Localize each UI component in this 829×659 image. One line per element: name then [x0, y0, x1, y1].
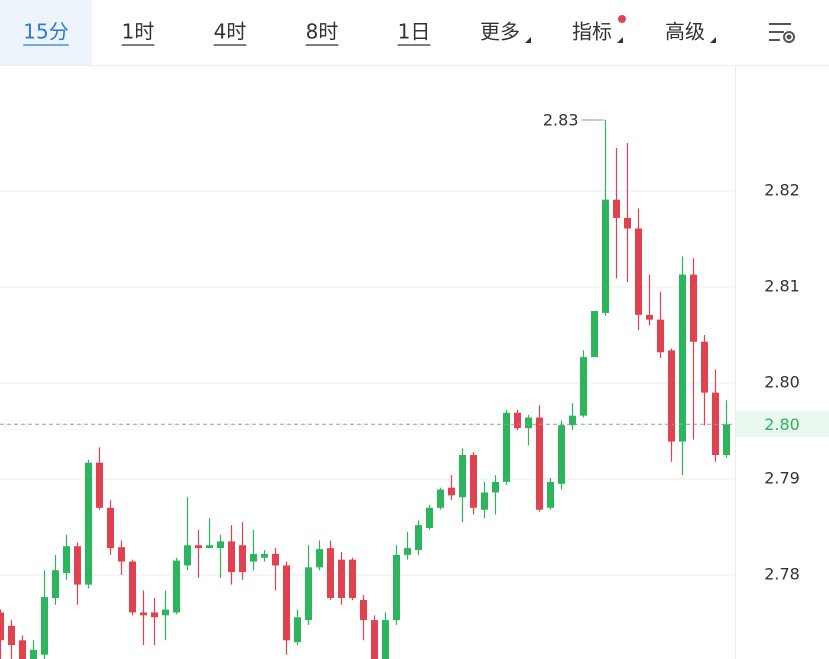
candle-body	[415, 525, 422, 551]
dropdown-triangle	[525, 37, 531, 43]
candle-body	[404, 548, 411, 555]
tab[interactable]: 8时	[306, 20, 339, 44]
candle-body	[151, 612, 158, 618]
tab-bar: 15分 1时 4时 8时 1日 更多 指标 高级	[23, 15, 716, 46]
candle-body	[107, 507, 114, 549]
candle-body	[657, 319, 664, 353]
candle-body	[635, 228, 642, 315]
dropdown-triangle	[617, 37, 623, 43]
candle-body	[52, 570, 59, 599]
candle-body	[547, 481, 554, 508]
candle-body	[382, 620, 389, 659]
candle-body	[492, 481, 499, 493]
candle-body	[371, 620, 378, 659]
candle-body	[591, 311, 598, 358]
candle-body	[481, 492, 488, 510]
y-tick-label: 2.80	[764, 373, 800, 392]
high-label: 2.83	[543, 111, 579, 130]
candle-body	[129, 561, 136, 613]
dropdown-triangle	[710, 37, 716, 43]
last-price-box	[736, 411, 829, 438]
tab[interactable]: 指标	[572, 20, 612, 44]
candle-body	[0, 612, 4, 641]
candle-body	[316, 549, 323, 568]
candle-body	[426, 507, 433, 528]
candle-body	[360, 599, 367, 621]
candle-body	[118, 547, 125, 562]
candle-body	[294, 617, 301, 643]
candle-body	[327, 548, 334, 599]
candle-body	[459, 455, 466, 498]
candle-body	[525, 417, 532, 429]
candle-body	[668, 350, 675, 442]
tab[interactable]: 高级	[665, 20, 705, 44]
candle-body	[8, 625, 15, 646]
candle-body	[349, 559, 356, 599]
candle-body	[250, 553, 257, 562]
candle-body	[41, 597, 48, 655]
tab[interactable]: 1时	[122, 20, 155, 44]
y-tick-label: 2.78	[764, 565, 800, 584]
candle-body	[96, 462, 103, 508]
candle-body	[19, 640, 26, 659]
tab[interactable]: 4时	[214, 20, 247, 44]
notification-dot	[618, 15, 626, 23]
candle-body	[173, 560, 180, 613]
candle-body	[74, 546, 81, 585]
candle-body	[679, 274, 686, 442]
candle-body	[569, 415, 576, 426]
candle-body	[140, 612, 147, 616]
settings-icon[interactable]	[769, 23, 795, 43]
candle-body	[184, 545, 191, 566]
candle-body	[338, 559, 345, 599]
candle-body	[261, 553, 268, 558]
candle-body	[393, 554, 400, 621]
candle-body	[723, 424, 730, 456]
candle-body	[701, 341, 708, 393]
candle-body	[503, 412, 510, 482]
candle-body	[437, 489, 444, 508]
candle-body	[195, 545, 202, 549]
tab[interactable]: 15分	[23, 20, 68, 44]
candle-body	[63, 546, 70, 574]
candle-body	[217, 541, 224, 549]
candle-body	[85, 462, 92, 585]
candle-body	[206, 545, 213, 549]
y-tick-label: 2.79	[764, 469, 800, 488]
candle-body	[558, 425, 565, 484]
candle-body	[624, 217, 631, 229]
candle-body	[272, 553, 279, 566]
active-tab-bg	[0, 0, 92, 65]
y-tick-label: 2.82	[764, 181, 800, 200]
candle-body	[283, 565, 290, 641]
candle-body	[162, 609, 169, 616]
candle-body	[646, 314, 653, 320]
candle-body	[514, 412, 521, 429]
last-price-label: 2.80	[764, 415, 800, 434]
candle-body	[228, 541, 235, 573]
candle-body	[580, 357, 587, 416]
candle-body	[536, 417, 543, 510]
candle-body	[30, 649, 37, 659]
candle-body	[690, 274, 697, 342]
candle-body	[602, 199, 609, 313]
candle-body	[305, 567, 312, 621]
candle-body	[470, 455, 477, 508]
y-tick-label: 2.81	[764, 277, 800, 296]
tab[interactable]: 1日	[398, 20, 431, 44]
candle-body	[613, 199, 620, 218]
candle-body	[239, 545, 246, 573]
tab[interactable]: 更多	[480, 20, 520, 44]
candle-body	[448, 487, 455, 496]
